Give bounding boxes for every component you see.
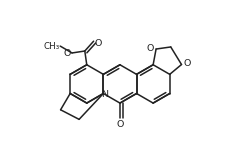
Text: O: O: [95, 39, 102, 48]
Text: O: O: [64, 49, 71, 59]
Text: O: O: [116, 120, 124, 129]
Text: O: O: [183, 59, 191, 68]
Text: CH₃: CH₃: [43, 42, 59, 51]
Text: O: O: [147, 44, 154, 53]
Text: N: N: [101, 90, 108, 99]
